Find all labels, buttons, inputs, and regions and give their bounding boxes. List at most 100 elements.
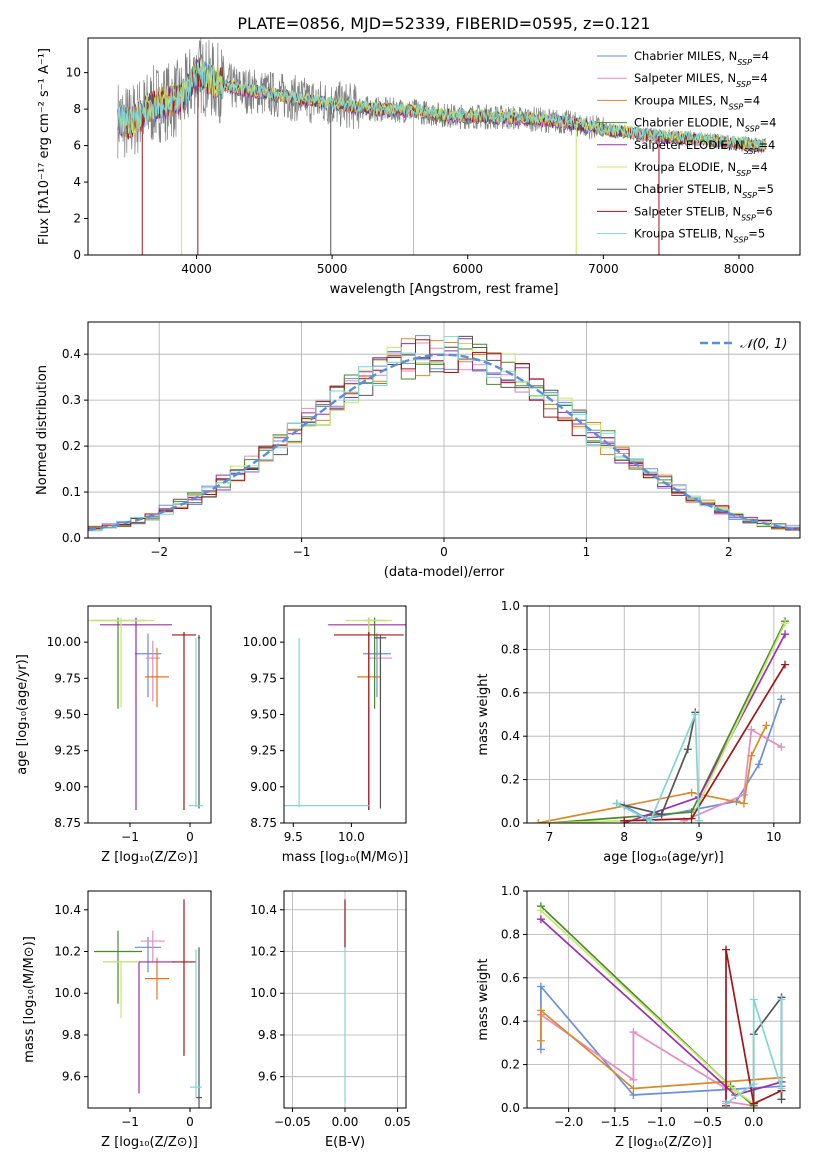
weight-marker [536,915,545,924]
x-tick-label: −0.5 [693,1115,722,1129]
y-tick-label: 10.00 [47,635,81,649]
x-axis-label: (data-model)/error [384,565,505,580]
x-tick-label: 0 [186,830,194,844]
residuals-panel: −2 −1 0 1 2 0.0 0.1 0.2 0.3 0.4 (data-model)/error… [35,321,801,580]
y-tick-label: 9.6 [62,1070,81,1084]
weight-marker [747,725,756,734]
y-axis-label: mass [log₁₀(M/M⊙)] [22,936,37,1063]
plot-area [88,335,800,532]
y-tick-label: 0.6 [501,686,520,700]
x-tick-label: −1.0 [647,1115,676,1129]
weight-marker [749,1080,758,1089]
y-tick-label: 10.4 [54,903,81,917]
weight-marker [687,814,696,823]
plot-frame [526,605,801,824]
x-tick-label: 8000 [724,262,755,276]
weight-series-line [616,714,700,822]
y-tick-label: 0.8 [501,642,520,656]
y-tick-label: 2 [73,212,81,226]
y-tick-label: 0.4 [501,729,520,743]
weight-marker [749,995,758,1004]
weight-marker [691,710,700,719]
y-tick-label: 6 [73,139,81,153]
plot-area [534,617,790,823]
x-tick-label: −1 [293,545,311,559]
x-tick-label: 0.0 [744,1115,763,1129]
x-axis-label: Z [log₁₀(Z/Z⊙)] [101,850,198,865]
weight-marker [721,945,730,954]
y-tick-label: 9.00 [54,780,81,794]
x-axis-label: Z [log₁₀(Z/Z⊙)] [101,1135,198,1150]
plot-area [94,899,202,1108]
weight-marker [536,1045,545,1054]
legend-label: Kroupa MILES, NSSP=4 [634,93,760,111]
weight-marker [534,819,543,823]
weight-series-line [624,664,786,822]
x-tick-label: 2 [725,545,733,559]
legend-subscript: SSP [736,169,751,178]
weight-marker [657,810,666,819]
weight-marker [629,1084,638,1093]
y-tick-label: 0.0 [501,816,520,830]
y-tick-label: 9.50 [250,708,277,722]
y-tick-label: 9.25 [54,744,81,758]
legend-label: Salpeter STELIB, NSSP=6 [634,204,773,222]
y-tick-label: 0.8 [501,927,520,941]
legend-label: Kroupa ELODIE, NSSP=4 [634,160,768,178]
y-axis-label: Flux [fλ10⁻¹⁷ erg cm⁻² s⁻¹ A⁻¹] [37,48,52,245]
x-tick-label: 7000 [588,262,619,276]
legend-label: Chabrier ELODIE, NSSP=4 [634,116,776,134]
y-tick-label: 0.2 [501,1058,520,1072]
plot-frame [283,605,407,824]
gaussian-curve [88,353,800,532]
weight-marker [536,1006,545,1015]
weight-marker [777,743,786,752]
weight-series-line [540,1008,782,1090]
weight-marker [739,799,748,808]
x-tick-label: 8 [620,830,628,844]
x-tick-label: 7 [546,830,554,844]
x-axis-label: age [log₁₀(age/yr)] [603,850,724,865]
x-tick-label: −1 [121,1115,139,1129]
y-axis-label: mass weight [476,958,491,1040]
y-tick-label: 9.6 [258,1070,277,1084]
x-tick-label: 6000 [452,262,483,276]
weight-marker [754,760,763,769]
weight-marker [536,982,545,991]
legend-label: Chabrier STELIB, NSSP=5 [634,182,774,200]
weight-marker [777,1084,786,1093]
x-tick-label: 10.0 [338,830,365,844]
y-tick-label: 9.8 [258,1028,277,1042]
weight-marker [646,816,655,823]
plot-area [536,902,786,1108]
x-tick-label: 10 [766,830,781,844]
weight-marker [749,1099,758,1108]
plot-area [88,617,204,810]
legend-subscript: SSP [736,80,751,89]
x-tick-label: −1.5 [600,1115,629,1129]
weight-marker [629,1075,638,1084]
mass-vs-metallicity-panel: −1 0 9.6 9.8 10.0 10.2 10.4 Z [log₁₀(Z/Z⊙)] mass… [22,890,212,1150]
weight-marker [620,816,629,823]
weight-marker [721,1099,730,1108]
weight-vs-age-panel: 7 8 9 10 0.0 0.2 0.4 0.6 0.8 1.0 age [log₁₀(age/yr… [476,599,801,865]
y-tick-label: 8.75 [250,816,277,830]
y-tick-label: 10.00 [243,635,277,649]
histogram-series [88,339,800,531]
y-tick-label: 8.75 [54,816,81,830]
weight-marker [777,995,786,1004]
y-tick-label: 0.1 [62,485,81,499]
plot-area [117,38,767,255]
y-axis-label: age [log₁₀(age/yr)] [15,654,30,775]
x-axis-label: Z [log₁₀(Z/Z⊙)] [615,1135,712,1150]
weight-marker [687,788,696,797]
x-tick-label: 0 [440,545,448,559]
y-tick-label: 0 [73,248,81,262]
legend-label: Salpeter MILES, NSSP=4 [634,71,768,89]
weight-marker [777,695,786,704]
legend-subscript: SSP [742,191,757,200]
legend-label: Kroupa STELIB, NSSP=5 [634,227,765,245]
y-tick-label: 9.25 [250,744,277,758]
x-tick-label: −1 [121,830,139,844]
